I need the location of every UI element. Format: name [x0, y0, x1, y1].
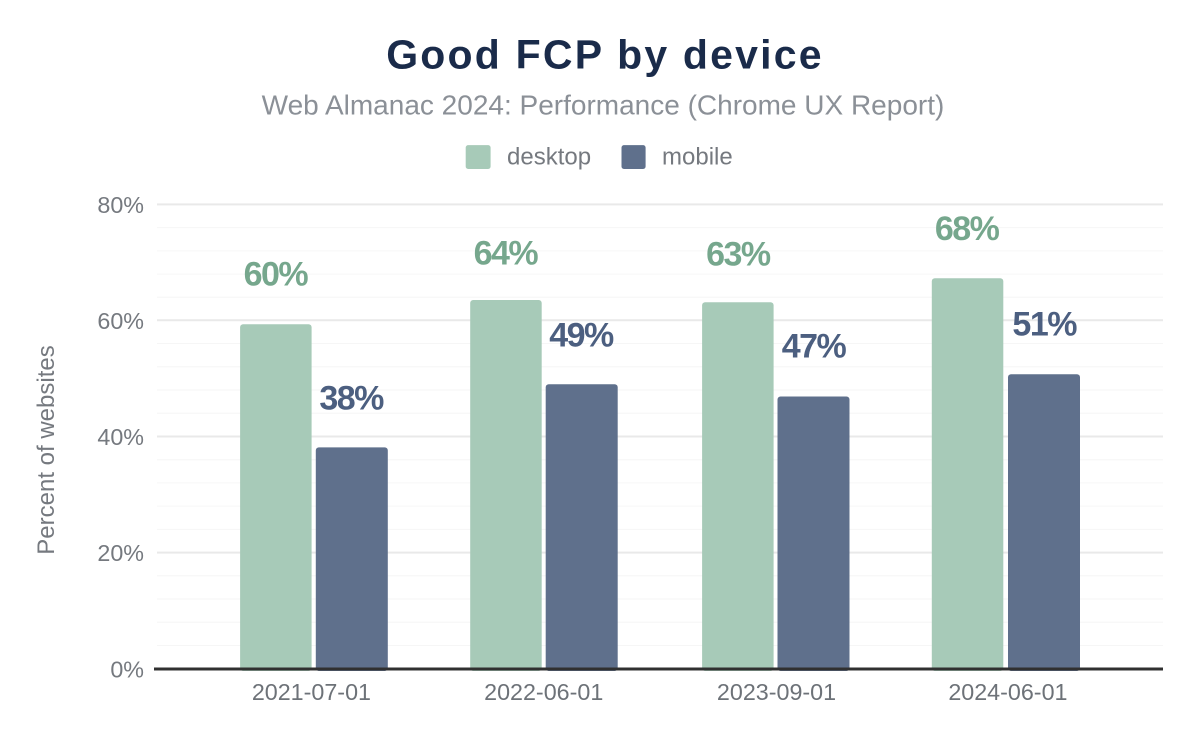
- svg-text:51%: 51%: [1012, 306, 1077, 344]
- svg-text:Percent of websites: Percent of websites: [33, 345, 60, 554]
- svg-text:38%: 38%: [319, 380, 384, 418]
- svg-text:60%: 60%: [244, 256, 309, 294]
- svg-text:63%: 63%: [706, 235, 771, 273]
- svg-text:80%: 80%: [97, 192, 144, 218]
- svg-text:49%: 49%: [549, 317, 614, 355]
- svg-text:mobile: mobile: [662, 144, 733, 171]
- svg-text:2022-06-01: 2022-06-01: [484, 679, 603, 705]
- svg-text:60%: 60%: [97, 308, 144, 334]
- svg-text:desktop: desktop: [507, 144, 591, 171]
- svg-text:64%: 64%: [474, 235, 539, 273]
- svg-text:40%: 40%: [97, 424, 144, 450]
- svg-text:68%: 68%: [935, 210, 1000, 248]
- svg-text:2023-09-01: 2023-09-01: [717, 679, 836, 705]
- svg-text:Web Almanac 2024: Performance: Web Almanac 2024: Performance (Chrome UX…: [262, 89, 945, 120]
- svg-text:20%: 20%: [97, 540, 144, 566]
- svg-text:Good FCP by device: Good FCP by device: [386, 32, 824, 78]
- svg-text:2021-07-01: 2021-07-01: [252, 679, 371, 705]
- svg-text:0%: 0%: [110, 656, 144, 682]
- svg-text:2024-06-01: 2024-06-01: [948, 679, 1067, 705]
- svg-text:47%: 47%: [782, 327, 847, 365]
